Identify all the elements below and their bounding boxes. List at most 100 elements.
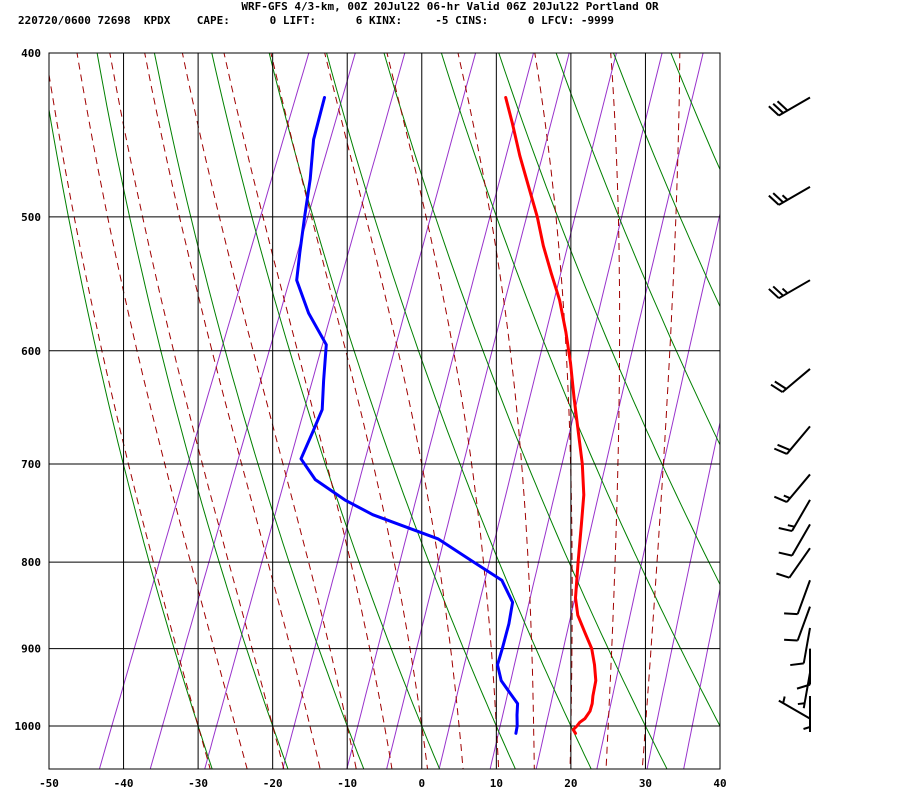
wind-barb xyxy=(778,279,811,300)
dry-adiabat-line xyxy=(49,106,213,769)
dry-adiabat-line xyxy=(153,53,365,769)
x-tick-label: 40 xyxy=(713,777,726,790)
y-tick-label: 600 xyxy=(21,345,41,358)
wind-barb-feather xyxy=(778,527,793,533)
wind-barb xyxy=(778,699,811,720)
temperature-profile-line xyxy=(504,96,598,735)
wind-barb-feather xyxy=(774,380,787,390)
dry-adiabat-line xyxy=(440,53,720,728)
mixing-ratio-line xyxy=(204,53,406,769)
wind-barb xyxy=(786,473,811,503)
wind-barb-feather xyxy=(772,285,784,297)
dry-adiabat-line xyxy=(268,53,516,769)
x-tick-label: -20 xyxy=(263,777,283,790)
dewpoint-profile-line xyxy=(295,96,520,735)
wind-barb-feather xyxy=(772,103,784,114)
wind-barb xyxy=(791,523,811,557)
x-tick-label: -50 xyxy=(39,777,59,790)
x-tick-label: 30 xyxy=(639,777,652,790)
wind-barb-feather xyxy=(768,194,780,206)
moist-adiabat-line xyxy=(76,53,248,769)
x-tick-label: 20 xyxy=(564,777,577,790)
wind-barb-feather xyxy=(768,105,780,117)
x-tick-label: -40 xyxy=(114,777,134,790)
moist-adiabat-line xyxy=(223,53,393,769)
wind-barb xyxy=(791,499,811,532)
dry-adiabat-line xyxy=(713,15,900,769)
wind-barb xyxy=(778,186,811,206)
dry-adiabat-line xyxy=(826,15,900,769)
wind-barb xyxy=(781,368,811,393)
y-tick-label: 400 xyxy=(21,47,41,60)
dry-adiabat-line xyxy=(769,15,900,769)
wind-barb-half-feather xyxy=(781,287,789,294)
wind-barb-feather xyxy=(778,551,793,557)
dry-adiabat-line xyxy=(326,53,592,769)
x-tick-label: 10 xyxy=(490,777,503,790)
wind-barb-feather xyxy=(777,443,791,452)
mixing-ratio-line xyxy=(386,53,570,769)
moist-adiabat-line xyxy=(641,53,681,769)
wind-barb-feather xyxy=(768,288,780,299)
dry-adiabat-line xyxy=(498,53,720,586)
wind-barb-feather xyxy=(773,495,788,503)
moist-adiabat-line xyxy=(144,53,321,769)
y-tick-label: 700 xyxy=(21,458,41,471)
wind-barb-half-feather xyxy=(783,494,791,500)
mixing-ratio-line xyxy=(535,53,704,769)
y-tick-label: 500 xyxy=(21,211,41,224)
y-tick-label: 900 xyxy=(21,643,41,656)
y-tick-label: 800 xyxy=(21,556,41,569)
moist-adiabat-line xyxy=(181,53,357,769)
moist-adiabat-line xyxy=(386,53,500,769)
wind-barb xyxy=(786,425,811,455)
mixing-ratio-line xyxy=(149,53,356,769)
wind-barb-feather xyxy=(773,447,788,455)
moist-adiabat-line xyxy=(534,53,573,769)
x-tick-label: -30 xyxy=(188,777,208,790)
profiles xyxy=(295,96,598,735)
chart-title: WRF-GFS 4/3-km, 00Z 20Jul22 06-hr Valid … xyxy=(241,0,659,13)
wind-barb-half-feather xyxy=(803,726,811,730)
wind-barb xyxy=(796,606,811,641)
dry-adiabat-line xyxy=(612,53,720,308)
wind-barb-half-feather xyxy=(797,702,805,706)
wind-barb xyxy=(788,547,811,579)
wind-barb-feather xyxy=(776,572,790,579)
wind-barb-feather xyxy=(790,662,804,667)
tick-labels: -50 -40 -30 -20 -10 0 10 20 30 40 400 500 600 700 800 9… xyxy=(15,47,727,790)
moist-adiabat-line xyxy=(109,53,285,769)
wind-barb-feather xyxy=(772,192,784,204)
wind-barb xyxy=(778,96,811,117)
dry-adiabat-line xyxy=(670,53,720,171)
mixing-ratio-line xyxy=(646,420,720,769)
x-tick-label: -10 xyxy=(337,777,357,790)
moist-adiabat-line xyxy=(270,53,428,769)
wind-barbs xyxy=(768,96,811,733)
mixing-ratio-line xyxy=(282,53,477,769)
wind-barb-feather xyxy=(784,638,798,642)
plot-frame xyxy=(48,52,721,770)
wind-barb-half-feather xyxy=(781,194,789,201)
wind-barb-feather xyxy=(776,100,789,112)
wind-barb-half-feather xyxy=(787,524,795,528)
grid xyxy=(48,52,721,770)
moist-adiabat-line xyxy=(457,53,535,769)
wind-barb xyxy=(796,579,811,615)
wind-barb xyxy=(802,672,811,709)
mixing-ratio-line xyxy=(596,211,720,769)
dry-adiabat-line xyxy=(96,53,289,769)
mixing-ratio-line xyxy=(489,53,663,769)
moist-adiabat-line xyxy=(49,71,211,769)
y-tick-label: 1000 xyxy=(15,720,42,733)
x-tick-label: 0 xyxy=(418,777,425,790)
mixing-ratio-line xyxy=(99,53,310,769)
background-lines xyxy=(49,15,900,769)
wind-barb-feather xyxy=(784,612,798,616)
dry-adiabat-line xyxy=(383,53,668,769)
moist-adiabat-line xyxy=(324,53,464,769)
dry-adiabat-line xyxy=(555,53,720,446)
wind-barb xyxy=(802,627,811,664)
station-stats-line: 220720/0600 72698 KPDX CAPE: 0 LIFT: 6 K… xyxy=(18,14,615,27)
